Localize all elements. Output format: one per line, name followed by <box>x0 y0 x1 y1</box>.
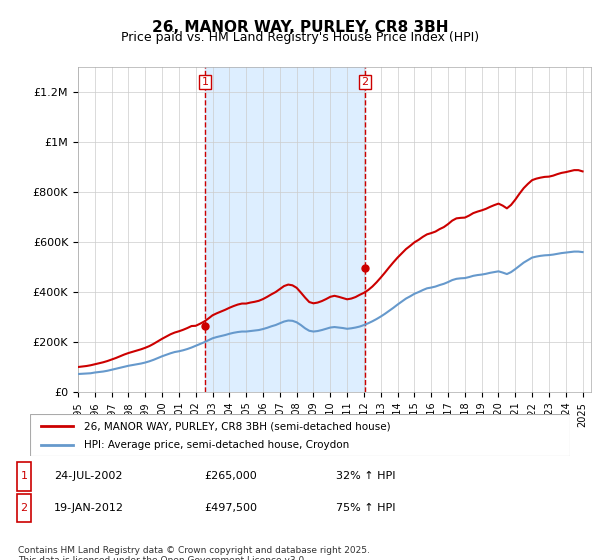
FancyBboxPatch shape <box>30 414 570 456</box>
Text: 19-JAN-2012: 19-JAN-2012 <box>54 503 124 513</box>
Text: HPI: Average price, semi-detached house, Croydon: HPI: Average price, semi-detached house,… <box>84 440 349 450</box>
Text: 26, MANOR WAY, PURLEY, CR8 3BH (semi-detached house): 26, MANOR WAY, PURLEY, CR8 3BH (semi-det… <box>84 421 391 431</box>
Text: 1: 1 <box>202 77 209 87</box>
Text: 24-JUL-2002: 24-JUL-2002 <box>54 472 122 482</box>
Text: 32% ↑ HPI: 32% ↑ HPI <box>336 472 395 482</box>
Text: 2: 2 <box>20 503 28 513</box>
Text: Contains HM Land Registry data © Crown copyright and database right 2025.
This d: Contains HM Land Registry data © Crown c… <box>18 546 370 560</box>
Bar <box>205 67 365 392</box>
FancyBboxPatch shape <box>17 463 31 491</box>
Text: Price paid vs. HM Land Registry's House Price Index (HPI): Price paid vs. HM Land Registry's House … <box>121 31 479 44</box>
Text: 2: 2 <box>361 77 368 87</box>
Text: 26, MANOR WAY, PURLEY, CR8 3BH: 26, MANOR WAY, PURLEY, CR8 3BH <box>152 20 448 35</box>
Text: 1: 1 <box>20 472 28 482</box>
FancyBboxPatch shape <box>17 494 31 522</box>
Text: £497,500: £497,500 <box>204 503 257 513</box>
Text: 75% ↑ HPI: 75% ↑ HPI <box>336 503 395 513</box>
Text: £265,000: £265,000 <box>204 472 257 482</box>
